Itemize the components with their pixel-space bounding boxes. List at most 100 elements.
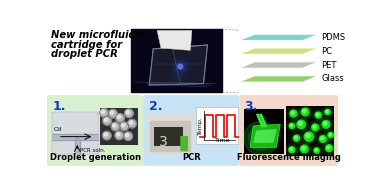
Circle shape: [173, 71, 185, 84]
Circle shape: [103, 117, 111, 125]
Circle shape: [116, 114, 124, 122]
Circle shape: [289, 147, 295, 153]
Circle shape: [117, 132, 120, 136]
FancyBboxPatch shape: [47, 95, 143, 166]
Circle shape: [328, 132, 334, 138]
Polygon shape: [239, 62, 318, 68]
FancyBboxPatch shape: [154, 127, 183, 146]
Circle shape: [309, 121, 322, 134]
Circle shape: [311, 145, 323, 156]
Circle shape: [300, 107, 311, 117]
Circle shape: [321, 119, 331, 130]
Circle shape: [176, 63, 184, 70]
Text: Glass: Glass: [321, 74, 344, 83]
Text: PDMS: PDMS: [321, 33, 346, 42]
Circle shape: [117, 115, 121, 119]
Circle shape: [312, 146, 321, 155]
FancyBboxPatch shape: [148, 114, 193, 154]
Polygon shape: [75, 137, 80, 140]
Circle shape: [287, 145, 297, 154]
Circle shape: [301, 129, 317, 144]
Circle shape: [288, 122, 296, 130]
Circle shape: [298, 105, 312, 119]
Circle shape: [302, 146, 305, 150]
Circle shape: [290, 110, 297, 117]
Circle shape: [288, 108, 299, 119]
Circle shape: [126, 110, 129, 114]
Circle shape: [244, 121, 278, 155]
Circle shape: [176, 75, 181, 80]
Text: Droplet generation: Droplet generation: [50, 153, 141, 162]
Circle shape: [255, 133, 266, 144]
Circle shape: [323, 122, 327, 125]
Circle shape: [290, 124, 293, 126]
Circle shape: [313, 125, 316, 128]
Text: droplet PCR: droplet PCR: [51, 49, 118, 59]
Circle shape: [171, 57, 190, 76]
Circle shape: [323, 142, 336, 155]
FancyBboxPatch shape: [286, 106, 334, 156]
Text: Temp.: Temp.: [198, 116, 203, 135]
Circle shape: [249, 126, 273, 150]
Text: Time: Time: [215, 138, 230, 143]
Circle shape: [299, 122, 302, 125]
Circle shape: [178, 64, 183, 69]
Circle shape: [104, 118, 108, 122]
Circle shape: [290, 148, 293, 150]
Circle shape: [297, 142, 311, 156]
Circle shape: [316, 113, 319, 116]
Circle shape: [310, 122, 320, 132]
Text: Fluorescence imaging: Fluorescence imaging: [237, 153, 341, 162]
Circle shape: [315, 112, 321, 118]
FancyBboxPatch shape: [239, 95, 338, 166]
Circle shape: [289, 123, 295, 129]
Circle shape: [303, 130, 315, 143]
Circle shape: [315, 149, 317, 151]
Circle shape: [300, 145, 308, 153]
Polygon shape: [253, 129, 277, 143]
FancyBboxPatch shape: [143, 95, 239, 166]
FancyBboxPatch shape: [180, 136, 188, 151]
Text: Oil: Oil: [54, 127, 62, 132]
Circle shape: [318, 134, 328, 144]
Circle shape: [293, 135, 300, 141]
Text: PCR soln.: PCR soln.: [80, 148, 106, 153]
Circle shape: [324, 143, 334, 153]
Polygon shape: [239, 34, 318, 40]
Circle shape: [175, 74, 183, 81]
Circle shape: [101, 110, 105, 113]
Text: 1.: 1.: [52, 100, 66, 113]
Text: PC: PC: [321, 47, 332, 56]
Circle shape: [326, 131, 335, 139]
Text: 2.: 2.: [149, 100, 162, 113]
Circle shape: [312, 109, 324, 121]
Circle shape: [286, 120, 298, 132]
FancyBboxPatch shape: [196, 107, 238, 144]
Text: PCR: PCR: [182, 153, 200, 162]
Circle shape: [115, 131, 124, 140]
Circle shape: [314, 110, 323, 120]
Circle shape: [286, 144, 298, 156]
Circle shape: [325, 129, 337, 141]
Circle shape: [111, 122, 120, 131]
FancyBboxPatch shape: [100, 108, 138, 145]
Circle shape: [121, 123, 125, 127]
Circle shape: [327, 146, 330, 149]
FancyBboxPatch shape: [244, 109, 284, 154]
Circle shape: [120, 122, 129, 131]
Circle shape: [110, 111, 114, 114]
Circle shape: [287, 107, 300, 120]
Circle shape: [291, 111, 294, 114]
Circle shape: [112, 124, 116, 127]
Text: 3.: 3.: [245, 100, 258, 113]
Circle shape: [306, 134, 310, 138]
FancyBboxPatch shape: [52, 112, 98, 154]
FancyBboxPatch shape: [131, 29, 222, 92]
Circle shape: [294, 117, 309, 132]
Circle shape: [325, 109, 330, 115]
Circle shape: [312, 124, 318, 131]
Circle shape: [322, 106, 334, 118]
Circle shape: [252, 130, 270, 147]
Polygon shape: [239, 48, 318, 54]
Circle shape: [125, 133, 129, 137]
